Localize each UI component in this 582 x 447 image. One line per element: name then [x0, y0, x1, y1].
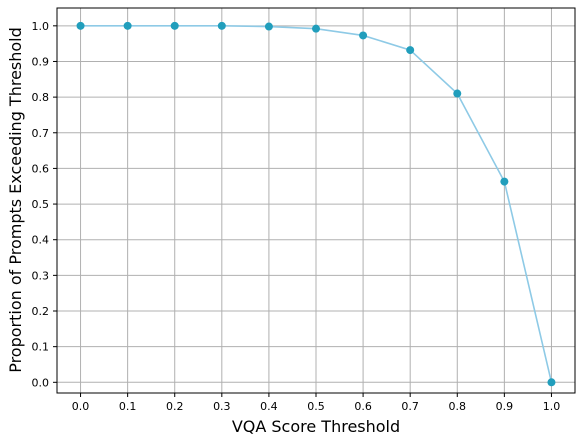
x-tick-label: 0.2 — [166, 400, 184, 413]
y-tick-label: 0.1 — [32, 341, 50, 354]
y-axis-ticks: 0.0 0.1 0.2 0.3 0.4 0.5 0.6 0.7 0.8 0.9 1.0 — [32, 20, 57, 389]
y-tick-label: 0.5 — [32, 198, 50, 211]
x-axis-ticks: 0.0 0.1 0.2 0.3 0.4 0.5 0.6 0.7 0.8 0.9 1.0 — [72, 393, 560, 413]
x-tick-label: 0.9 — [496, 400, 514, 413]
x-tick-label: 0.0 — [72, 400, 90, 413]
x-tick-label: 0.1 — [119, 400, 137, 413]
data-point — [123, 21, 132, 30]
data-point — [312, 24, 320, 33]
x-tick-label: 0.6 — [354, 400, 372, 413]
data-point — [359, 31, 368, 40]
y-tick-label: 0.8 — [32, 91, 50, 104]
data-point — [547, 378, 556, 387]
data-point — [170, 21, 179, 30]
data-point — [76, 21, 85, 30]
data-point — [500, 177, 509, 186]
y-tick-label: 0.9 — [32, 55, 50, 68]
y-tick-label: 0.2 — [32, 305, 50, 318]
series-layer — [76, 21, 556, 387]
x-tick-label: 0.7 — [401, 400, 419, 413]
x-tick-label: 0.4 — [260, 400, 278, 413]
data-point — [453, 89, 462, 98]
y-tick-label: 0.6 — [32, 162, 50, 175]
x-tick-label: 1.0 — [543, 400, 561, 413]
data-point — [264, 22, 273, 31]
y-axis-label: Proportion of Prompts Exceeding Threshol… — [6, 27, 25, 373]
x-tick-label: 0.3 — [213, 400, 231, 413]
data-point — [217, 21, 226, 30]
x-tick-label: 0.5 — [307, 400, 325, 413]
grid-lines — [57, 8, 575, 393]
y-tick-label: 0.7 — [32, 127, 50, 140]
x-axis-label: VQA Score Threshold — [232, 417, 400, 436]
y-tick-label: 1.0 — [32, 20, 50, 33]
x-tick-label: 0.8 — [449, 400, 467, 413]
y-tick-label: 0.0 — [32, 376, 50, 389]
data-point — [406, 46, 415, 55]
y-tick-label: 0.3 — [32, 269, 50, 282]
y-tick-label: 0.4 — [32, 234, 50, 247]
